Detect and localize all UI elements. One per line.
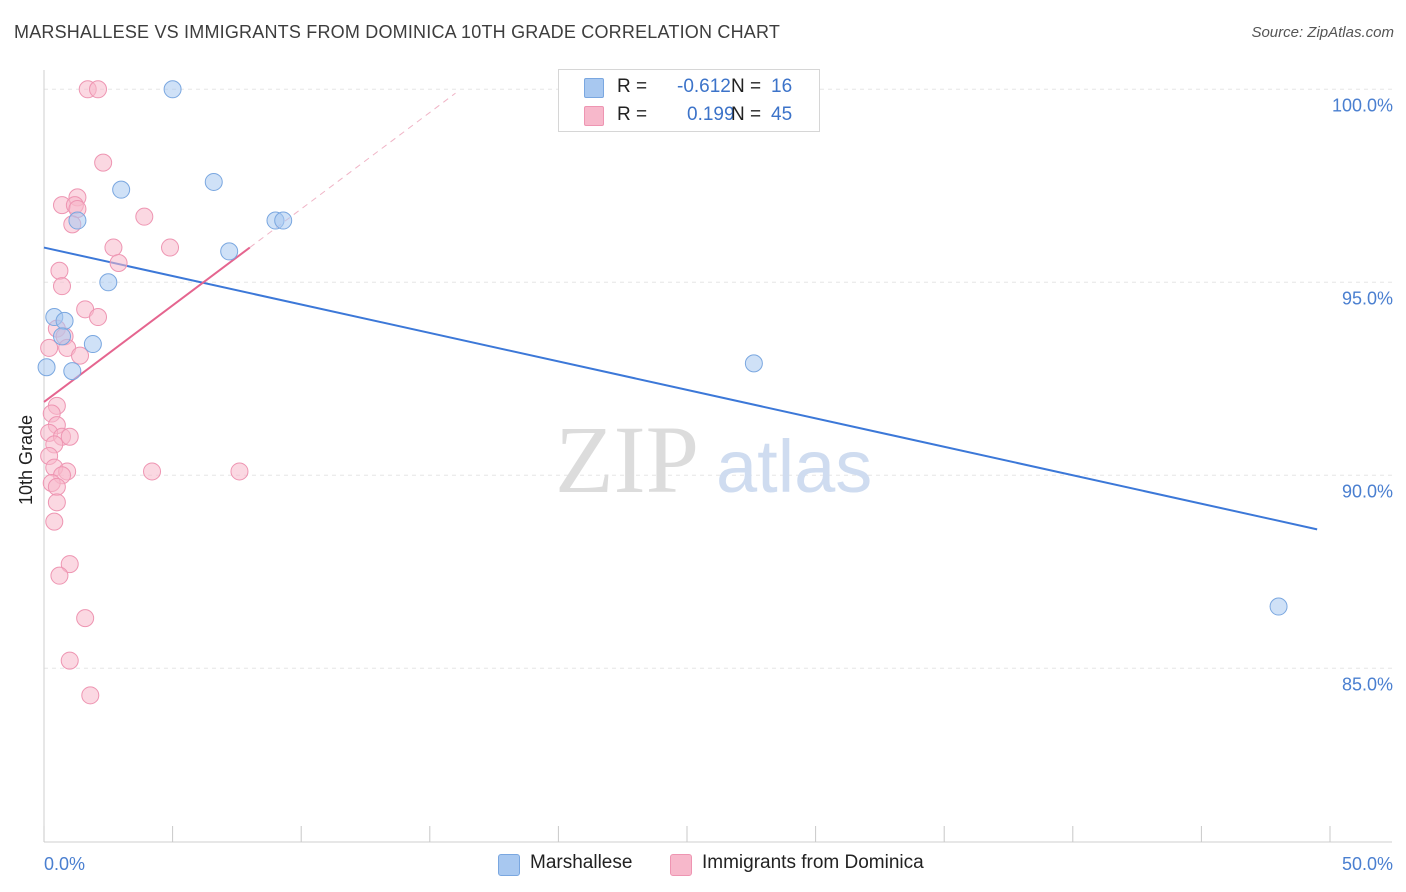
marshallese-point (274, 211, 293, 230)
legend-n-value: 16 (771, 76, 793, 97)
marshallese-point (63, 362, 82, 381)
dominica-point (60, 555, 79, 574)
marshallese-point (204, 172, 223, 191)
marshallese-point (220, 242, 239, 261)
legend-r-value: -0.612 (677, 76, 731, 97)
y-axis-label: 10th Grade (16, 415, 36, 505)
dominica-point (60, 427, 79, 446)
dominica-point (50, 261, 69, 280)
marshallese-swatch (498, 854, 520, 876)
dominica-point (89, 308, 108, 327)
dominica-trend-extension (249, 92, 456, 248)
dominica-point (53, 277, 72, 296)
marshallese-point (53, 327, 72, 346)
legend-r-label: R = (617, 104, 648, 125)
dominica-point (47, 493, 66, 512)
marshallese-point (55, 311, 74, 330)
watermark-zip: ZIP (555, 406, 699, 513)
x-tick-label-min: 0.0% (44, 854, 85, 874)
dominica-point (161, 238, 180, 257)
marshallese-point (1269, 597, 1288, 616)
dominica-label: Immigrants from Dominica (702, 852, 924, 873)
dominica-point (45, 512, 64, 531)
dominica-point (40, 338, 59, 357)
watermark-atlas: atlas (716, 425, 872, 508)
dominica-swatch (670, 854, 692, 876)
y-tick-label: 90.0% (1342, 481, 1393, 501)
source-label: Source: ZipAtlas.com (1251, 24, 1394, 41)
marshallese-point (83, 335, 102, 354)
y-tick-label: 85.0% (1342, 674, 1393, 694)
y-tick-label: 100.0% (1332, 95, 1393, 115)
dominica-point (76, 609, 95, 628)
marshallese-label: Marshallese (530, 852, 633, 873)
data-points (37, 80, 1288, 705)
dominica-point (94, 153, 113, 172)
dominica-point (50, 566, 69, 585)
dominica-point (81, 686, 100, 705)
dominica-point (135, 207, 154, 226)
stats-legend: R = -0.612 N = 16 R = 0.199 N = 45 (558, 69, 820, 132)
marshallese-trend-line (43, 246, 1318, 531)
marshallese-point (99, 273, 118, 292)
dominica-point (143, 462, 162, 481)
legend-swatch-dominica (584, 106, 604, 126)
dominica-point (89, 80, 108, 99)
marshallese-point (163, 80, 182, 99)
dominica-point (71, 346, 90, 365)
gridlines (44, 88, 1392, 669)
legend-n-label: N = (731, 104, 762, 125)
marshallese-point (68, 211, 87, 230)
marshallese-point (744, 354, 763, 373)
x-tick-label-max: 50.0% (1342, 854, 1393, 874)
dominica-point (230, 462, 249, 481)
legend-n-value: 45 (771, 104, 793, 125)
axes: 85.0% 90.0% 95.0% 100.0% (43, 70, 1393, 843)
legend-r-value: 0.199 (687, 104, 735, 125)
dominica-point (47, 477, 66, 496)
chart-title: MARSHALLESE VS IMMIGRANTS FROM DOMINICA … (14, 22, 781, 42)
dominica-point (104, 238, 123, 257)
y-tick-label: 95.0% (1342, 288, 1393, 308)
marshallese-point (37, 358, 56, 377)
legend-r-label: R = (617, 76, 648, 97)
dominica-point (109, 254, 128, 272)
legend-swatch-marshallese (584, 78, 604, 98)
legend-n-label: N = (731, 76, 762, 97)
marshallese-point (112, 180, 131, 199)
dominica-point (60, 651, 79, 670)
